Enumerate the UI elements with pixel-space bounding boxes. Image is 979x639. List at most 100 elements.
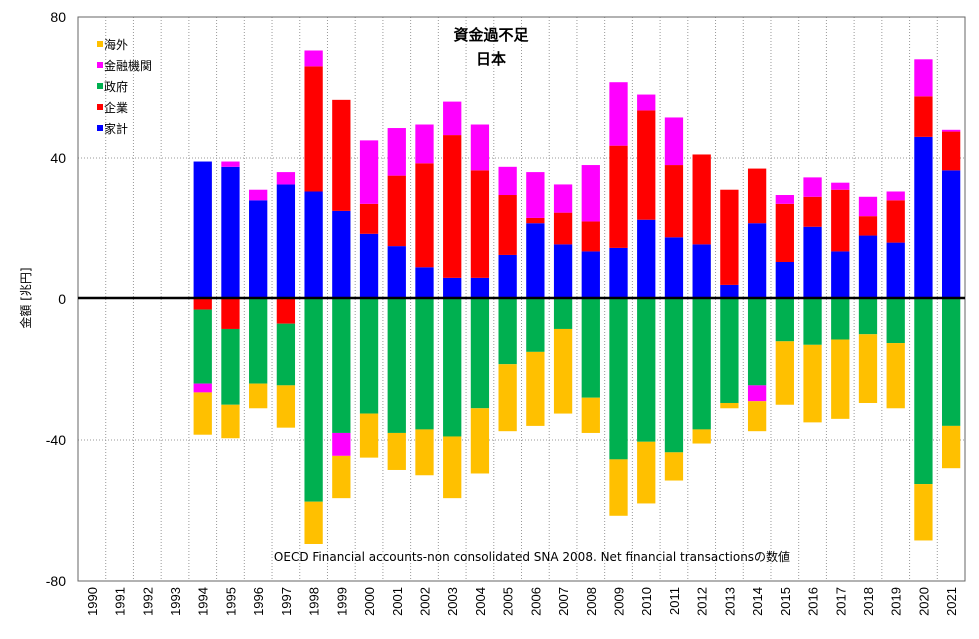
x-tick-label: 1992 [140, 587, 155, 616]
bar-segment [914, 136, 933, 299]
bar-segment [498, 254, 517, 299]
bar-segment [276, 385, 296, 428]
bar-segment [193, 383, 212, 393]
x-tick-label: 2017 [833, 587, 848, 616]
x-tick-label: 2020 [916, 587, 931, 616]
bar-segment [304, 501, 323, 544]
x-tick-label: 2003 [445, 587, 460, 616]
bar-segment [193, 299, 212, 310]
bar-segment [692, 154, 711, 245]
x-tick-label: 2006 [528, 587, 543, 616]
bar-segment [803, 299, 822, 345]
legend-swatch [97, 125, 103, 131]
bars [193, 50, 961, 544]
legend-swatch [97, 104, 103, 110]
bar-segment [193, 392, 212, 435]
legend-label: 海外 [104, 37, 128, 52]
bar-segment [470, 170, 490, 278]
bar-segment [775, 203, 794, 262]
bar-segment [193, 309, 212, 384]
bar-segment [359, 413, 379, 458]
bar-segment [581, 221, 600, 252]
x-tick-label: 1993 [168, 587, 183, 616]
bar-segment [526, 299, 545, 352]
bar-segment [359, 299, 379, 414]
x-tick-label: 1994 [196, 587, 211, 616]
bar-segment [526, 223, 545, 299]
bar-segment [914, 484, 933, 541]
bar-segment [664, 117, 684, 166]
bar-segment [914, 59, 933, 97]
bar-segment [498, 299, 517, 365]
x-tick-label: 2012 [695, 587, 710, 616]
x-tick-label: 2005 [501, 587, 516, 616]
bar-segment [747, 299, 767, 386]
x-tick-label: 1990 [85, 587, 100, 616]
bar-segment [581, 251, 600, 299]
bar-segment [831, 299, 850, 340]
bar-segment [803, 344, 822, 423]
x-tick-label: 2018 [861, 587, 876, 616]
bar-segment [553, 299, 573, 329]
bar-segment [831, 251, 850, 299]
y-tick-label: 40 [50, 150, 66, 166]
bar-segment [747, 401, 767, 432]
bar-segment [637, 299, 656, 442]
x-tick-label: 2008 [584, 587, 599, 616]
bar-segment [443, 436, 462, 499]
x-axis-ticks: 1990 1991 1992 1993 1994 1995 1996 1997 1998 1999… [85, 587, 959, 616]
bar-segment [720, 402, 739, 409]
bar-segment [498, 195, 517, 255]
legend-swatch [97, 41, 103, 47]
bar-segment [941, 299, 961, 426]
x-tick-label: 1991 [113, 587, 128, 616]
x-tick-label: 1998 [307, 587, 322, 616]
x-tick-label: 2013 [722, 587, 737, 616]
bar-segment [775, 299, 794, 342]
bar-segment [249, 299, 268, 384]
bar-segment [775, 261, 794, 299]
bar-segment [387, 128, 406, 176]
bar-segment [914, 96, 933, 137]
bar-segment [387, 299, 406, 433]
bar-segment [914, 299, 933, 485]
bar-segment [221, 299, 240, 329]
bar-segment [664, 452, 684, 481]
bar-segment [858, 235, 878, 299]
bar-segment [332, 455, 351, 499]
bar-segment [886, 299, 905, 344]
bar-segment [664, 299, 684, 453]
bar-segment [831, 189, 850, 252]
legend-swatch [97, 83, 103, 89]
bar-segment [886, 191, 905, 201]
x-tick-label: 2015 [778, 587, 793, 616]
x-tick-label: 2009 [612, 587, 627, 616]
bar-segment [553, 212, 573, 245]
bar-segment [443, 135, 462, 278]
bar-segment [747, 385, 767, 402]
y-tick-label: 80 [50, 9, 66, 25]
bar-segment [609, 145, 628, 248]
x-tick-label: 2010 [639, 587, 654, 616]
bar-segment [249, 189, 268, 201]
bar-segment [886, 343, 905, 409]
bar-segment [276, 172, 296, 185]
bar-segment [332, 99, 351, 211]
chart-title: 資金過不足 [453, 26, 529, 44]
bar-segment [276, 299, 296, 324]
legend-swatch [97, 62, 103, 68]
x-tick-label: 1999 [334, 587, 349, 616]
bar-segment [858, 334, 878, 403]
bar-segment [526, 217, 545, 224]
bar-segment [747, 223, 767, 299]
bar-segment [443, 277, 462, 299]
bar-segment [886, 200, 905, 243]
bar-segment [332, 432, 351, 456]
bar-segment [720, 189, 739, 285]
bar-segment [249, 383, 268, 409]
bar-segment [664, 165, 684, 238]
bar-segment [221, 328, 240, 405]
bar-segment [553, 184, 573, 213]
